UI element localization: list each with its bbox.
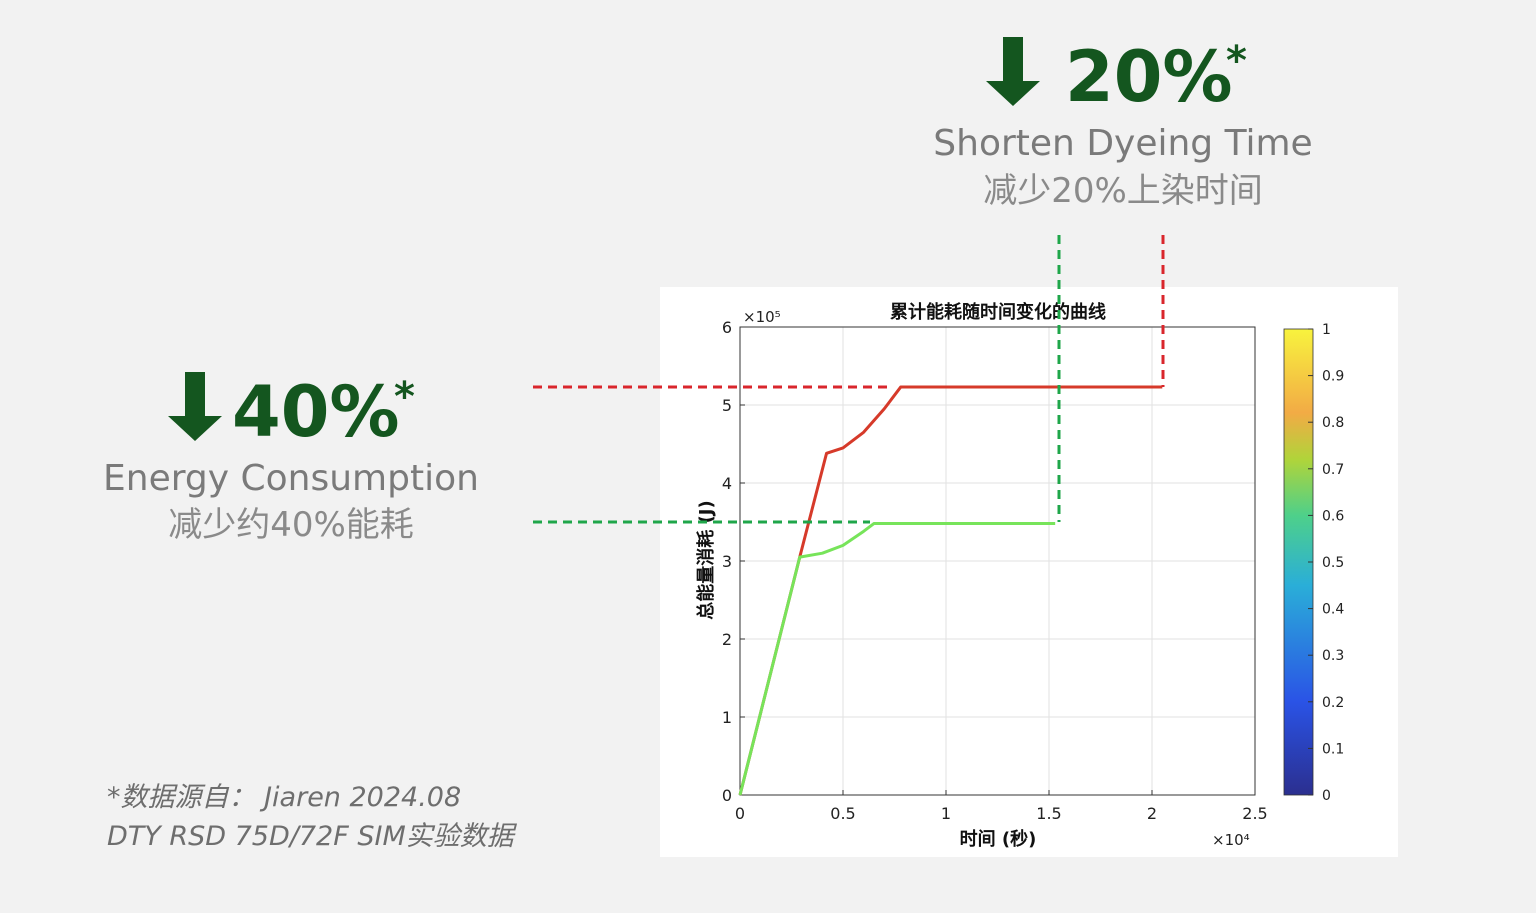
down-arrow xyxy=(986,37,1040,106)
y-tick-label: 4 xyxy=(722,474,732,493)
y-tick-label: 2 xyxy=(722,630,732,649)
footnote: *数据源自： Jiaren 2024.08 xyxy=(107,782,461,813)
colorbar-tick-label: 1 xyxy=(1322,322,1331,338)
percent: 40% xyxy=(232,371,400,453)
headline-zh: 减少20%上染时间 xyxy=(983,171,1263,211)
y-tick-label: 5 xyxy=(722,396,732,415)
y-tick-label: 3 xyxy=(722,552,732,571)
chart: 0 0.5 1 1.5 2 2.5 0 1 2 3 4 5 6 0 0.1 0.2 0.3 0.4 0.5 0.6 0.… xyxy=(722,318,1345,823)
x-tick-label: 2.5 xyxy=(1242,804,1267,823)
footnote: DTY RSD 75D/72F SIM实验数据 xyxy=(107,821,518,852)
headline-en: Energy Consumption xyxy=(103,458,479,499)
down-arrow xyxy=(168,372,222,441)
series-line xyxy=(738,522,1056,796)
colorbar-tick-label: 0.5 xyxy=(1322,555,1344,571)
colorbar-tick-label: 0.4 xyxy=(1322,602,1344,618)
chart-title: 累计能耗随时间变化的曲线 xyxy=(890,301,1106,323)
colorbar-tick-label: 0.9 xyxy=(1322,369,1344,385)
x-tick-label: 0.5 xyxy=(830,804,855,823)
colorbar-tick-label: 0.1 xyxy=(1322,741,1344,757)
percent: 20% xyxy=(1065,36,1233,118)
x-axis-label: 时间 (秒) xyxy=(960,828,1037,850)
y-tick-label: 6 xyxy=(722,318,732,337)
colorbar-tick-label: 0.6 xyxy=(1322,508,1344,524)
plot-frame xyxy=(739,326,1256,796)
asterisk: * xyxy=(394,374,415,420)
colorbar-tick-label: 0.2 xyxy=(1322,695,1344,711)
x-tick-label: 1 xyxy=(941,804,951,823)
x-tick-label: 0 xyxy=(735,804,745,823)
y-tick-label: 0 xyxy=(722,786,732,805)
guide-line xyxy=(533,235,1165,389)
headline-en: Shorten Dyeing Time xyxy=(933,123,1312,164)
x-tick-label: 1.5 xyxy=(1036,804,1061,823)
asterisk: * xyxy=(1226,38,1247,84)
y-multiplier: ×10⁵ xyxy=(743,308,781,326)
x-tick-label: 2 xyxy=(1147,804,1157,823)
y-tick-label: 1 xyxy=(722,708,732,727)
headline-zh: 减少约40%能耗 xyxy=(168,505,414,545)
chart-panel xyxy=(660,287,1398,857)
colorbar-tick-label: 0.7 xyxy=(1322,462,1344,478)
colorbar-tick-label: 0 xyxy=(1322,788,1331,804)
colorbar-tick-label: 0.3 xyxy=(1322,648,1344,664)
colorbar-tick-label: 0.8 xyxy=(1322,415,1344,431)
x-multiplier: ×10⁴ xyxy=(1212,831,1250,849)
guide-line xyxy=(533,235,1061,524)
series-line xyxy=(738,385,1163,796)
y-axis-label: 总能量消耗 (J) xyxy=(695,500,717,619)
